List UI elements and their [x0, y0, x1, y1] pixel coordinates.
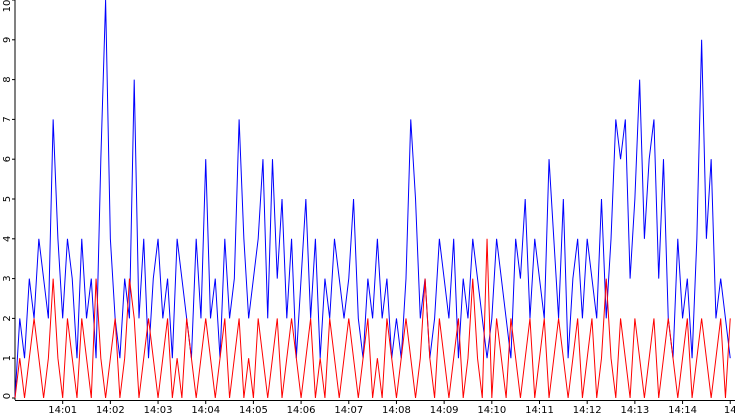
- y-tick-label: 10: [2, 0, 13, 12]
- y-tick-label: 2: [2, 315, 13, 321]
- series-line: [14, 238, 731, 399]
- x-tick-label: 14:03: [144, 405, 173, 415]
- y-tick-label: 5: [2, 196, 13, 202]
- y-tick-label: 7: [2, 116, 13, 122]
- x-tick-label: 14:08: [382, 405, 411, 415]
- x-tick-label: 14:04: [191, 405, 220, 415]
- x-tick-label: 14:12: [573, 405, 602, 415]
- y-tick-label: 9: [2, 37, 13, 43]
- x-tick-label: 14:14: [668, 405, 697, 415]
- x-tick-label: 14:02: [96, 405, 125, 415]
- y-tick-label: 1: [2, 355, 13, 361]
- x-tick-label: 14:09: [430, 405, 459, 415]
- x-tick-label: 14:11: [525, 405, 554, 415]
- x-tick-label: 14:07: [334, 405, 363, 415]
- x-tick-label: 14:10: [477, 405, 506, 415]
- y-tick-label: 6: [2, 156, 13, 162]
- y-tick-label: 4: [2, 236, 13, 242]
- x-tick-label: 14:13: [620, 405, 649, 415]
- y-tick-label: 3: [2, 275, 13, 281]
- y-tick-label: 0: [2, 393, 13, 399]
- x-tick-label: 14:05: [239, 405, 268, 415]
- x-tick-label: 14:01: [48, 405, 77, 415]
- x-tick-label: 14:06: [287, 405, 316, 415]
- x-tick-label: 14: [724, 405, 735, 415]
- series-line: [14, 0, 731, 399]
- y-tick-label: 8: [2, 76, 13, 82]
